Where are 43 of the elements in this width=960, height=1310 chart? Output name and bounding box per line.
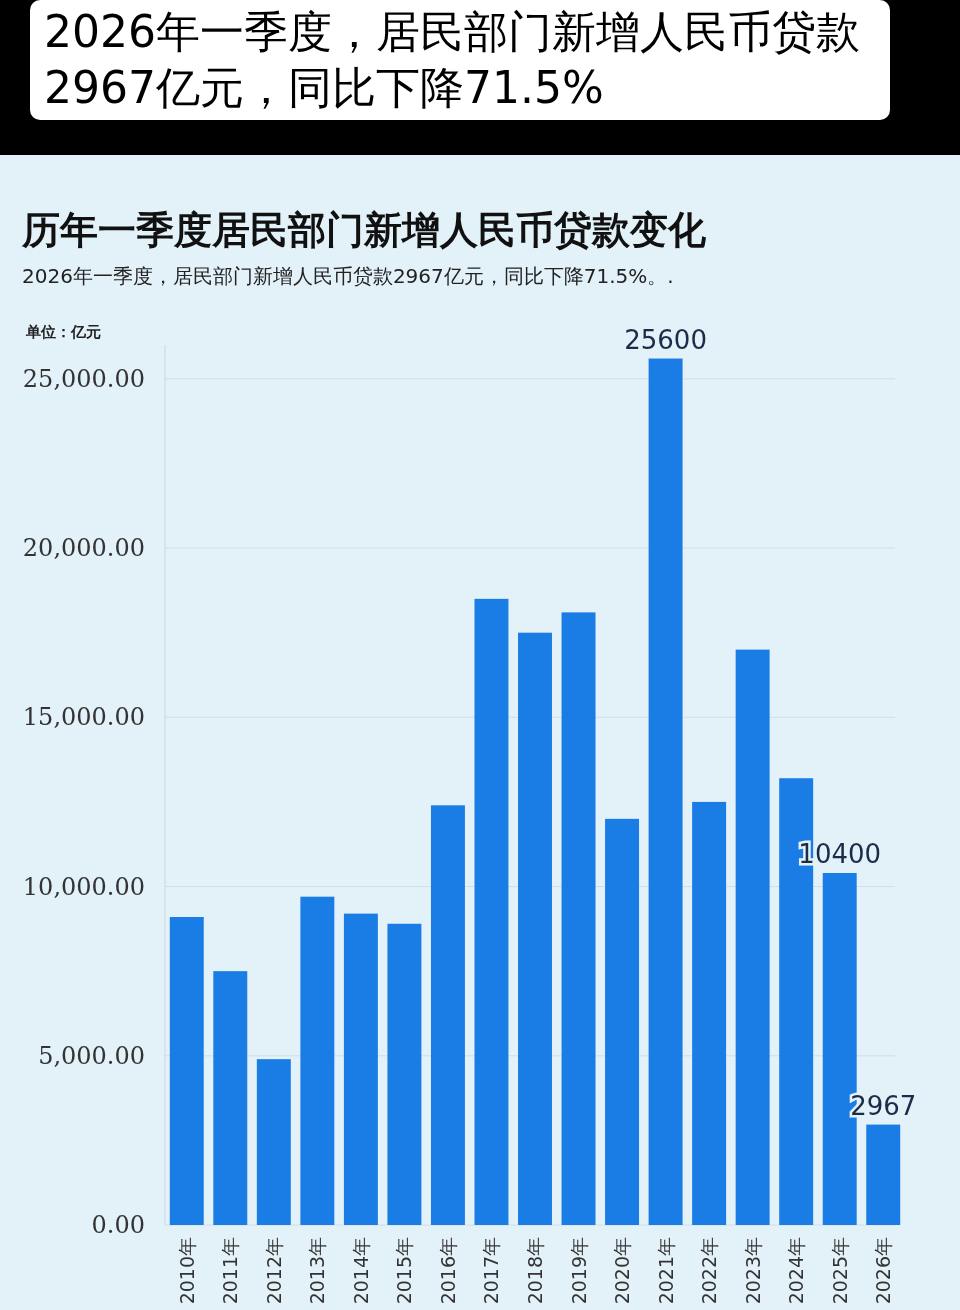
- bar: [300, 896, 335, 1225]
- y-tick-label: 25,000.00: [22, 364, 145, 393]
- bar: [343, 913, 378, 1225]
- x-tick-label: 2010年: [175, 1237, 198, 1305]
- x-tick-label: 2023年: [741, 1237, 764, 1305]
- bar: [430, 805, 465, 1225]
- bar: [692, 801, 727, 1225]
- x-tick-label: 2022年: [698, 1237, 721, 1305]
- x-tick-label: 2024年: [785, 1237, 808, 1305]
- x-tick-label: 2026年: [872, 1237, 895, 1305]
- bar: [605, 818, 640, 1225]
- bar: [256, 1059, 291, 1225]
- bar: [561, 612, 596, 1225]
- bar: [735, 649, 770, 1225]
- y-axis-title: 单位：亿元: [25, 323, 101, 341]
- x-tick-label: 2017年: [480, 1237, 503, 1305]
- x-tick-label: 2018年: [524, 1237, 546, 1305]
- x-tick-label: 2013年: [306, 1237, 329, 1305]
- x-tick-label: 2012年: [262, 1237, 285, 1305]
- x-tick-label: 2014年: [349, 1237, 372, 1305]
- bar: [866, 1124, 901, 1225]
- chart-title: 2026年一季度，居民部门新增人民币贷款2967亿元，同比下降71.5%: [30, 0, 890, 120]
- x-tick-label: 2020年: [611, 1237, 634, 1305]
- x-tick-label: 2016年: [436, 1237, 459, 1305]
- text: 2026年一季度，居民部门新增人民币贷款2967亿元，同比下降71.5%。.: [22, 264, 674, 288]
- x-tick-label: 2025年: [828, 1237, 851, 1305]
- chart-subtitle: 历年一季度居民部门新增人民币贷款变化: [21, 208, 707, 252]
- y-tick-label: 0.00: [91, 1211, 145, 1239]
- bar: [648, 358, 683, 1225]
- bar: [213, 971, 248, 1225]
- bar: [518, 632, 552, 1225]
- bar: [474, 598, 509, 1225]
- x-tick-label: 2021年: [654, 1237, 677, 1305]
- x-tick-label: 2011年: [219, 1237, 242, 1305]
- y-tick-label: 5,000.00: [38, 1041, 145, 1070]
- x-tick-label: 2015年: [393, 1237, 416, 1305]
- y-tick-label: 10,000.00: [22, 872, 145, 901]
- data-label: 25600: [624, 324, 707, 355]
- y-tick-label: 15,000.00: [22, 703, 145, 732]
- y-tick-label: 20,000.00: [22, 534, 145, 563]
- x-tick-label: 2019年: [567, 1237, 590, 1305]
- bar: [387, 923, 422, 1225]
- bar: [169, 917, 204, 1225]
